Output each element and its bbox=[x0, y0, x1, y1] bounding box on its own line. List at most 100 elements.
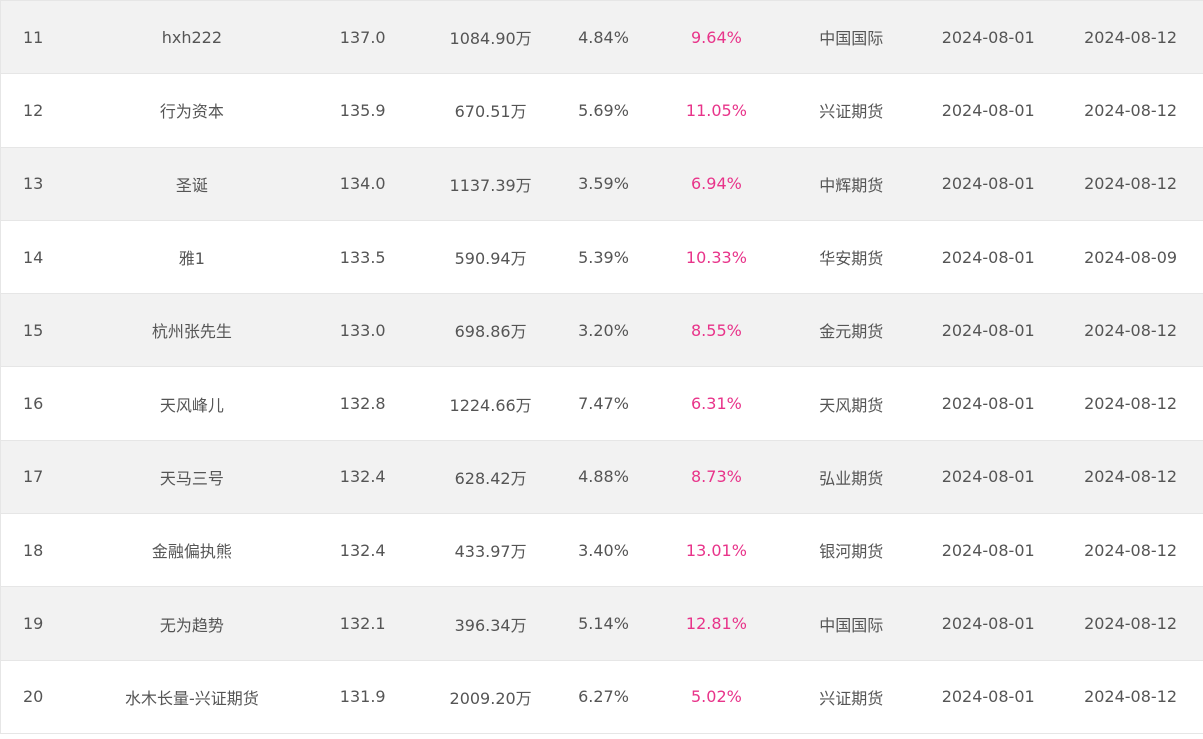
drawdown-cell: 6.31% bbox=[691, 394, 742, 414]
account-name-cell: hxh222 bbox=[80, 1, 303, 74]
broker-cell: 弘业期货 bbox=[819, 468, 884, 488]
broker-cell: 兴证期货 bbox=[819, 102, 884, 122]
equity-cell: 2009.20万 bbox=[449, 688, 532, 708]
rank-cell: 13 bbox=[23, 174, 44, 194]
equity-cell: 698.86万 bbox=[454, 322, 527, 342]
return-cell: 5.69% bbox=[578, 100, 629, 120]
return-cell: 3.40% bbox=[578, 540, 629, 560]
drawdown-cell: 13.01% bbox=[685, 540, 747, 560]
account-name-cell: 圣诞 bbox=[80, 147, 303, 220]
return-cell: 3.20% bbox=[578, 320, 629, 340]
end-date-cell: 2024-08-12 bbox=[1084, 467, 1178, 487]
drawdown-cell: 8.73% bbox=[691, 467, 742, 487]
rank-cell: 16 bbox=[23, 394, 44, 414]
drawdown-cell: 9.64% bbox=[691, 27, 742, 47]
end-date-cell: 2024-08-12 bbox=[1084, 27, 1178, 47]
start-date-cell: 2024-08-01 bbox=[941, 100, 1035, 120]
account-name-cell: 水木长量-兴证期货 bbox=[124, 688, 259, 708]
end-date-cell: 2024-08-12 bbox=[1084, 687, 1178, 707]
return-cell: 4.88% bbox=[578, 467, 629, 487]
end-date-cell: 2024-08-12 bbox=[1084, 540, 1178, 560]
end-date-cell: 2024-08-12 bbox=[1084, 394, 1178, 414]
broker-cell: 银河期货 bbox=[819, 542, 884, 562]
return-cell: 3.59% bbox=[578, 174, 629, 194]
rank-cell: 18 bbox=[23, 540, 44, 560]
return-cell: 6.27% bbox=[578, 687, 629, 707]
table-row: 14 雅1 133.5 590.94万 5.39% 10.33% 华安期货 20… bbox=[1, 220, 1203, 295]
broker-cell: 中国国际 bbox=[819, 29, 884, 49]
table-row: 18 金融偏执熊 132.4 433.97万 3.40% 13.01% 银河期货… bbox=[1, 514, 1203, 588]
end-date-cell: 2024-08-12 bbox=[1084, 100, 1178, 120]
return-cell: 5.39% bbox=[578, 247, 629, 267]
account-name-cell: 天马三号 bbox=[80, 440, 303, 514]
equity-cell: 1224.66万 bbox=[449, 395, 532, 415]
table-row: 20 水木长量-兴证期货 131.9 2009.20万 6.27% 5.02% … bbox=[1, 660, 1203, 734]
rank-cell: 15 bbox=[23, 320, 44, 340]
drawdown-cell: 12.81% bbox=[685, 614, 747, 634]
end-date-cell: 2024-08-12 bbox=[1084, 614, 1178, 634]
table-row: 17 天马三号 132.4 628.42万 4.88% 8.73% 弘业期货 2… bbox=[1, 440, 1203, 515]
rank-cell: 19 bbox=[23, 614, 44, 634]
return-cell: 5.14% bbox=[578, 614, 629, 634]
start-date-cell: 2024-08-01 bbox=[941, 174, 1035, 194]
table-row: 11 hxh222 137.0 1084.90万 4.84% 9.64% 中国国… bbox=[1, 1, 1203, 75]
score-cell: 137.0 bbox=[339, 27, 386, 47]
equity-cell: 396.34万 bbox=[454, 615, 527, 635]
rank-cell: 12 bbox=[23, 100, 44, 120]
start-date-cell: 2024-08-01 bbox=[941, 467, 1035, 487]
equity-cell: 433.97万 bbox=[454, 542, 527, 562]
rank-cell: 14 bbox=[23, 247, 44, 267]
drawdown-cell: 6.94% bbox=[691, 174, 742, 194]
start-date-cell: 2024-08-01 bbox=[941, 540, 1035, 560]
score-cell: 132.4 bbox=[339, 540, 386, 560]
end-date-cell: 2024-08-09 bbox=[1084, 247, 1178, 267]
start-date-cell: 2024-08-01 bbox=[941, 27, 1035, 47]
score-cell: 132.8 bbox=[339, 394, 386, 414]
score-cell: 131.9 bbox=[339, 687, 386, 707]
score-cell: 133.5 bbox=[339, 247, 386, 267]
start-date-cell: 2024-08-01 bbox=[941, 687, 1035, 707]
start-date-cell: 2024-08-01 bbox=[941, 247, 1035, 267]
account-name-cell: 天风峰儿 bbox=[159, 395, 224, 415]
score-cell: 132.4 bbox=[339, 467, 386, 487]
broker-cell: 中国国际 bbox=[819, 615, 884, 635]
drawdown-cell: 10.33% bbox=[685, 247, 747, 267]
end-date-cell: 2024-08-12 bbox=[1084, 174, 1178, 194]
table-row: 16 天风峰儿 132.8 1224.66万 7.47% 6.31% 天风期货 … bbox=[1, 367, 1203, 441]
rank-cell: 17 bbox=[23, 467, 44, 487]
rank-cell: 11 bbox=[23, 27, 44, 47]
rank-cell: 20 bbox=[23, 687, 44, 707]
start-date-cell: 2024-08-01 bbox=[941, 394, 1035, 414]
equity-cell: 628.42万 bbox=[454, 468, 527, 488]
account-name-cell: 行为资本 bbox=[159, 102, 224, 122]
score-cell: 132.1 bbox=[339, 614, 386, 634]
start-date-cell: 2024-08-01 bbox=[941, 614, 1035, 634]
score-cell: 134.0 bbox=[339, 174, 386, 194]
account-name-cell: 雅1 bbox=[178, 249, 205, 269]
equity-cell: 670.51万 bbox=[454, 102, 527, 122]
table-row: 13 圣诞 134.0 1137.39万 3.59% 6.94% 中辉期货 20… bbox=[1, 147, 1203, 221]
score-cell: 135.9 bbox=[339, 100, 386, 120]
equity-cell: 1137.39万 bbox=[449, 175, 532, 195]
table-row: 12 行为资本 135.9 670.51万 5.69% 11.05% 兴证期货 … bbox=[1, 74, 1203, 148]
account-name-cell: 金融偏执熊 bbox=[151, 542, 232, 562]
drawdown-cell: 11.05% bbox=[685, 100, 747, 120]
score-cell: 133.0 bbox=[339, 320, 386, 340]
equity-cell: 1084.90万 bbox=[449, 29, 532, 49]
return-cell: 4.84% bbox=[578, 27, 629, 47]
table-row: 15 杭州张先生 133.0 698.86万 3.20% 8.55% 金元期货 … bbox=[1, 294, 1203, 368]
account-name-cell: 杭州张先生 bbox=[80, 294, 303, 367]
equity-cell: 590.94万 bbox=[454, 249, 527, 269]
return-cell: 7.47% bbox=[578, 394, 629, 414]
drawdown-cell: 5.02% bbox=[691, 687, 742, 707]
drawdown-cell: 8.55% bbox=[691, 320, 742, 340]
broker-cell: 兴证期货 bbox=[819, 688, 884, 708]
broker-cell: 华安期货 bbox=[819, 249, 884, 269]
broker-cell: 天风期货 bbox=[819, 395, 884, 415]
broker-cell: 金元期货 bbox=[819, 322, 884, 342]
table-row: 19 无为趋势 132.1 396.34万 5.14% 12.81% 中国国际 … bbox=[1, 587, 1203, 661]
broker-cell: 中辉期货 bbox=[819, 175, 884, 195]
start-date-cell: 2024-08-01 bbox=[941, 320, 1035, 340]
end-date-cell: 2024-08-12 bbox=[1084, 320, 1178, 340]
